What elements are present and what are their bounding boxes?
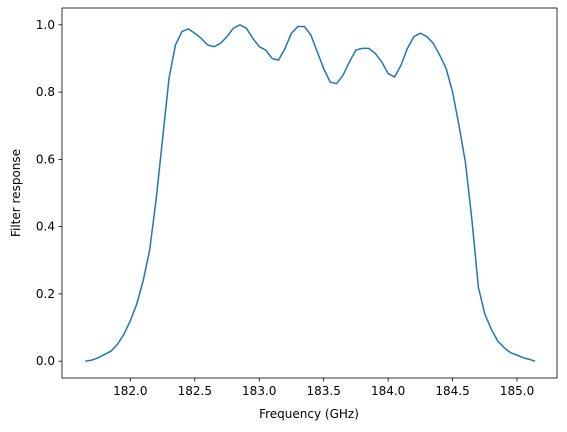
y-tick-label: 1.0 — [36, 18, 55, 32]
y-tick-label: 0.2 — [36, 287, 55, 301]
y-tick-label: 0.8 — [36, 85, 55, 99]
x-tick-label: 183.0 — [242, 384, 276, 398]
axes-frame — [61, 7, 558, 379]
y-axis-label: Filter response — [9, 149, 23, 237]
y-tick-label: 0.0 — [36, 354, 55, 368]
x-tick-label: 184.0 — [371, 384, 405, 398]
y-tick-label: 0.6 — [36, 152, 55, 166]
x-tick-label: 183.5 — [307, 384, 341, 398]
x-tick-label: 184.5 — [435, 384, 469, 398]
x-axis-label: Frequency (GHz) — [259, 407, 359, 421]
y-tick-label: 0.4 — [36, 220, 55, 234]
line-series — [85, 23, 536, 362]
x-tick-label: 182.0 — [113, 384, 147, 398]
x-tick-label: 185.0 — [500, 384, 534, 398]
x-tick-label: 182.5 — [178, 384, 212, 398]
